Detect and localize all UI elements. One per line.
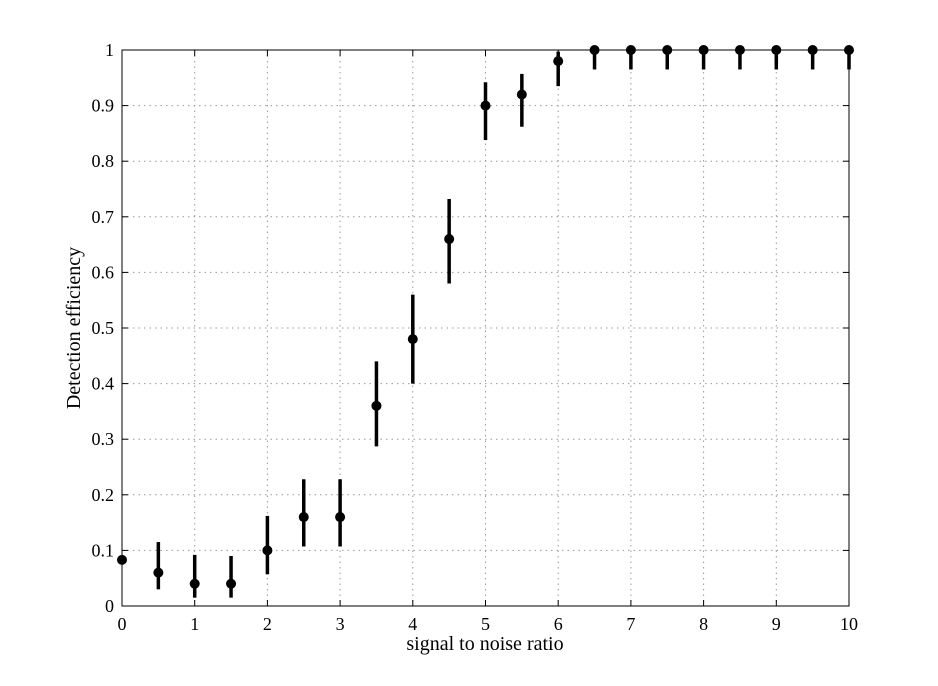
y-tick-labels: 0 0.1 0.2 0.3 0.4 0.5 0.6 0.7 0.8 0.9 1 — [92, 40, 115, 616]
data-point — [371, 400, 382, 411]
x-tick-label: 0 — [118, 614, 127, 634]
x-tick-label: 9 — [772, 614, 781, 634]
y-tick-label: 0 — [105, 596, 114, 616]
x-tick-label: 8 — [699, 614, 708, 634]
y-tick-label: 0.8 — [92, 151, 115, 171]
data-point — [262, 545, 273, 556]
y-tick-label: 0.7 — [92, 207, 115, 227]
y-tick-label: 0.3 — [92, 429, 115, 449]
data-point — [480, 100, 491, 111]
data-point — [189, 578, 200, 589]
error-bars — [156, 50, 851, 598]
y-tick-label: 0.4 — [92, 374, 115, 394]
x-axis-title: signal to noise ratio — [406, 633, 563, 655]
x-tick-label: 2 — [263, 614, 272, 634]
x-tick-label: 7 — [626, 614, 635, 634]
data-point — [516, 89, 527, 100]
data-point — [298, 512, 309, 523]
grid-lines — [122, 50, 849, 606]
data-point — [407, 334, 418, 345]
y-axis-title: Detection efficiency — [63, 247, 85, 409]
data-point — [153, 567, 164, 578]
y-tick-label: 0.5 — [92, 318, 115, 338]
data-point — [444, 234, 455, 245]
y-tick-label: 1 — [105, 40, 114, 60]
data-point — [335, 512, 346, 523]
data-points — [117, 45, 854, 589]
y-tick-label: 0.1 — [92, 540, 115, 560]
x-tick-label: 6 — [554, 614, 563, 634]
x-tick-labels: 0 1 2 3 4 5 6 7 8 9 10 — [118, 614, 859, 634]
y-tick-label: 0.2 — [92, 485, 115, 505]
y-tick-label: 0.6 — [92, 262, 115, 282]
data-point — [226, 578, 237, 589]
x-tick-label: 10 — [840, 614, 858, 634]
x-tick-label: 3 — [336, 614, 345, 634]
data-point — [553, 56, 564, 67]
y-tick-label: 0.9 — [92, 96, 115, 116]
axis-ticks — [121, 49, 850, 607]
x-tick-label: 1 — [190, 614, 199, 634]
x-tick-label: 4 — [408, 614, 417, 634]
x-tick-label: 5 — [481, 614, 490, 634]
